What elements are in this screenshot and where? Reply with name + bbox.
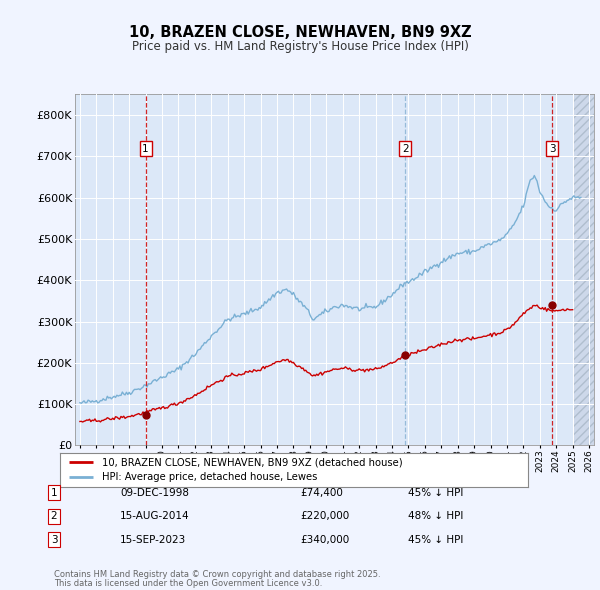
- Text: 15-AUG-2014: 15-AUG-2014: [120, 512, 190, 521]
- Text: 10, BRAZEN CLOSE, NEWHAVEN, BN9 9XZ (detached house): 10, BRAZEN CLOSE, NEWHAVEN, BN9 9XZ (det…: [102, 457, 403, 467]
- Text: 10, BRAZEN CLOSE, NEWHAVEN, BN9 9XZ: 10, BRAZEN CLOSE, NEWHAVEN, BN9 9XZ: [128, 25, 472, 40]
- Text: 1: 1: [142, 144, 149, 154]
- Text: £220,000: £220,000: [300, 512, 349, 521]
- Text: 2: 2: [402, 144, 409, 154]
- Text: Price paid vs. HM Land Registry's House Price Index (HPI): Price paid vs. HM Land Registry's House …: [131, 40, 469, 53]
- Text: 45% ↓ HPI: 45% ↓ HPI: [408, 535, 463, 545]
- Text: HPI: Average price, detached house, Lewes: HPI: Average price, detached house, Lewe…: [102, 472, 317, 482]
- Text: £340,000: £340,000: [300, 535, 349, 545]
- Text: 09-DEC-1998: 09-DEC-1998: [120, 488, 189, 497]
- Text: Contains HM Land Registry data © Crown copyright and database right 2025.: Contains HM Land Registry data © Crown c…: [54, 571, 380, 579]
- Text: 2: 2: [50, 512, 58, 521]
- Text: This data is licensed under the Open Government Licence v3.0.: This data is licensed under the Open Gov…: [54, 579, 322, 588]
- Text: 3: 3: [549, 144, 556, 154]
- Text: 15-SEP-2023: 15-SEP-2023: [120, 535, 186, 545]
- Bar: [572, 94, 594, 445]
- Text: 1: 1: [50, 488, 58, 497]
- Text: £74,400: £74,400: [300, 488, 343, 497]
- Text: 48% ↓ HPI: 48% ↓ HPI: [408, 512, 463, 521]
- Text: 3: 3: [50, 535, 58, 545]
- Text: 45% ↓ HPI: 45% ↓ HPI: [408, 488, 463, 497]
